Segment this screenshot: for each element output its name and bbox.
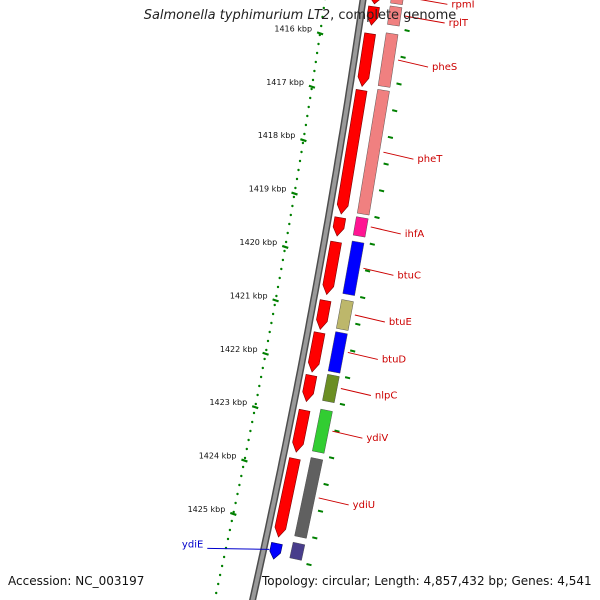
gene-label-nlpC: nlpC [375, 390, 397, 401]
kbp-label: 1419 kbp [249, 185, 287, 194]
product-block [327, 331, 348, 374]
gene-label-rpmI: rpmI [451, 0, 474, 10]
kbp-tick [229, 511, 237, 517]
kbp-tick [316, 31, 324, 36]
gene-label-ydiE: ydiE [182, 539, 203, 550]
gene-ydiV [292, 408, 333, 454]
label-leader [318, 497, 349, 506]
gene-rpmI [369, 0, 405, 5]
title-suffix: , complete genome [330, 8, 457, 23]
gene-arrow [308, 331, 326, 373]
label-leader [207, 547, 270, 550]
gene-pheT [336, 89, 390, 216]
track-band [259, 0, 397, 600]
gene-label-pheT: pheT [417, 154, 443, 165]
label-leader [363, 267, 394, 276]
kbp-tick [291, 191, 298, 196]
organism-name: Salmonella typhimurium LT2 [143, 8, 331, 23]
gene-arrow [274, 457, 301, 538]
product-block [377, 32, 399, 88]
gene-arrow [332, 216, 347, 237]
gene-label-ydiU: ydiU [353, 500, 375, 511]
kbp-label: 1420 kbp [240, 238, 278, 247]
kbp-tick [251, 405, 259, 410]
gene-ydiE [269, 541, 306, 561]
gene-rplT [366, 5, 403, 27]
gene-arrow [302, 373, 318, 403]
kbp-tick [262, 351, 269, 356]
product-block [352, 216, 369, 238]
label-leader [340, 387, 371, 396]
product-block [322, 374, 340, 403]
gene-arrow [357, 32, 376, 88]
product-block [312, 408, 333, 454]
label-leader [383, 151, 414, 160]
gene-label-rplT: rplT [449, 18, 469, 29]
kbp-tick [300, 138, 307, 143]
gene-arrow [292, 408, 311, 453]
kbp-label: 1421 kbp [230, 291, 268, 300]
kbp-label: 1424 kbp [199, 452, 237, 461]
gene-btuC [322, 240, 365, 296]
kbp-label: 1423 kbp [209, 398, 247, 407]
gene-pheS [357, 32, 399, 88]
gene-arrow [366, 5, 380, 26]
label-leader [404, 15, 445, 24]
gene-btuD [308, 331, 348, 374]
kbp-label: 1417 kbp [266, 78, 304, 87]
product-block [336, 299, 354, 331]
product-block [294, 457, 324, 539]
kbp-label: 1422 kbp [220, 345, 258, 354]
kbp-tick [272, 298, 279, 303]
track-ticks [306, 29, 410, 567]
gene-label-pheS: pheS [432, 62, 457, 73]
gene-label-btuE: btuE [389, 317, 412, 328]
label-leader [332, 430, 363, 439]
scale-dotted-line [215, 0, 326, 595]
kbp-label: 1416 kbp [274, 24, 312, 33]
kbp-tick [241, 458, 248, 463]
accession-label: Accession: NC_003197 [8, 574, 145, 588]
gene-label-btuD: btuD [382, 354, 407, 365]
product-block [357, 89, 390, 216]
label-leader [354, 314, 385, 323]
backbone [250, 0, 366, 600]
gene-ydiU [274, 457, 324, 539]
gene-label-btuC: btuC [397, 270, 421, 281]
label-leader [397, 59, 429, 68]
kbp-tick [308, 84, 316, 89]
gene-arrow [322, 240, 342, 296]
product-block [342, 240, 365, 296]
gene-btuE [316, 299, 354, 331]
kbp-tick [281, 244, 289, 250]
gene-arrow [269, 541, 283, 560]
kbp-label: 1425 kbp [188, 505, 226, 514]
gene-arrow [369, 0, 383, 5]
label-leader [347, 351, 378, 360]
topology-summary: Topology: circular; Length: 4,857,432 bp… [262, 574, 592, 588]
gene-label-ydiV: ydiV [366, 433, 388, 444]
label-leader [419, 0, 448, 5]
gene-nlpC [302, 373, 340, 403]
gene-arrow [336, 89, 368, 215]
gene-ihfA [332, 216, 369, 238]
label-leader [370, 226, 401, 235]
product-block [390, 0, 405, 5]
product-block [387, 5, 403, 27]
kbp-label: 1418 kbp [258, 131, 296, 140]
gene-label-ihfA: ihfA [405, 229, 425, 240]
gene-arrow [316, 299, 332, 331]
map-title: Salmonella typhimurium LT2, complete gen… [0, 8, 600, 23]
product-block [289, 541, 306, 561]
